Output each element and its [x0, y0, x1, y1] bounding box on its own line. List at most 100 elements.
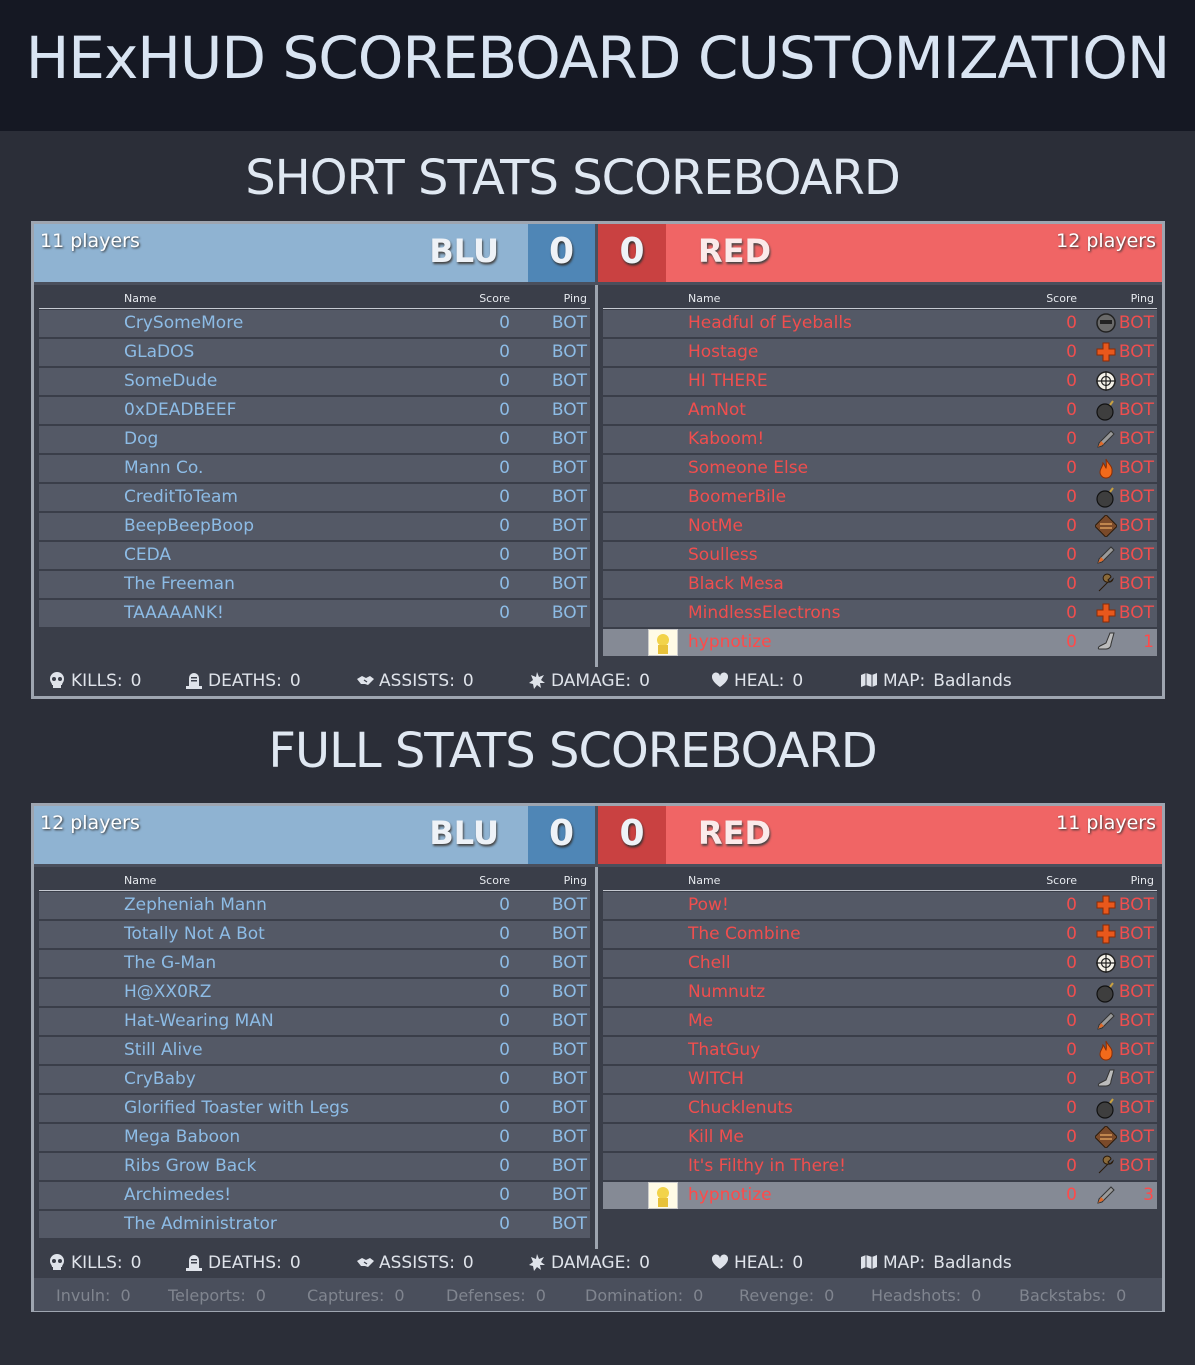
- player-row[interactable]: Still Alive 0 BOT: [39, 1037, 590, 1064]
- player-name: hypnotize: [688, 1185, 772, 1205]
- player-row[interactable]: Headful of Eyeballs 0 BOT: [603, 310, 1157, 337]
- player-ping: BOT: [1118, 895, 1154, 915]
- player-ping: BOT: [1118, 1040, 1154, 1060]
- player-score: 0: [1066, 371, 1077, 391]
- player-row[interactable]: Glorified Toaster with Legs 0 BOT: [39, 1095, 590, 1122]
- player-row[interactable]: The Combine 0 BOT: [603, 921, 1157, 948]
- player-row[interactable]: Kill Me 0 BOT: [603, 1124, 1157, 1151]
- player-row[interactable]: Chucklenuts 0 BOT: [603, 1095, 1157, 1122]
- player-ping: BOT: [551, 1127, 587, 1147]
- player-name: Hat-Wearing MAN: [124, 1011, 274, 1031]
- player-row[interactable]: 0xDEADBEEF 0 BOT: [39, 397, 590, 424]
- player-row[interactable]: Numnutz 0 BOT: [603, 979, 1157, 1006]
- player-row[interactable]: CryBaby 0 BOT: [39, 1066, 590, 1093]
- player-ping: BOT: [551, 1040, 587, 1060]
- player-row[interactable]: The Administrator 0 BOT: [39, 1211, 590, 1238]
- player-name: Numnutz: [688, 982, 766, 1002]
- player-row[interactable]: CEDA 0 BOT: [39, 542, 590, 569]
- local-player-row[interactable]: hypnotize 0 3: [603, 1182, 1157, 1209]
- player-row[interactable]: Kaboom! 0 BOT: [603, 426, 1157, 453]
- player-row[interactable]: Chell 0 BOT: [603, 950, 1157, 977]
- heart-icon: [711, 671, 734, 691]
- player-ping: BOT: [551, 1214, 587, 1234]
- player-score: 0: [499, 487, 510, 507]
- player-row[interactable]: ThatGuy 0 BOT: [603, 1037, 1157, 1064]
- player-row[interactable]: GLaDOS 0 BOT: [39, 339, 590, 366]
- player-name: CEDA: [124, 545, 172, 565]
- player-ping: BOT: [551, 1098, 587, 1118]
- player-row[interactable]: The G-Man 0 BOT: [39, 950, 590, 977]
- player-ping: BOT: [551, 1156, 587, 1176]
- heavy-ammo-icon: [1093, 513, 1119, 539]
- player-row[interactable]: MindlessElectrons 0 BOT: [603, 600, 1157, 627]
- player-row[interactable]: Me 0 BOT: [603, 1008, 1157, 1035]
- player-ping: BOT: [551, 603, 587, 623]
- name-header: Name: [688, 874, 721, 887]
- player-row[interactable]: The Freeman 0 BOT: [39, 571, 590, 598]
- medic-cross-icon: [1095, 602, 1117, 624]
- player-ping: BOT: [551, 371, 587, 391]
- player-row[interactable]: HI THERE 0 BOT: [603, 368, 1157, 395]
- blu-team-header: 11 players BLU 0: [34, 224, 595, 282]
- player-row[interactable]: Zepheniah Mann 0 BOT: [39, 892, 590, 919]
- explosion-icon: [528, 1253, 551, 1273]
- player-row[interactable]: Mega Baboon 0 BOT: [39, 1124, 590, 1151]
- player-ping: BOT: [551, 574, 587, 594]
- captures-stat: Captures: 0: [307, 1286, 405, 1305]
- player-score: 0: [499, 371, 510, 391]
- player-name: Hostage: [688, 342, 759, 362]
- player-name: Someone Else: [688, 458, 809, 478]
- deaths-stat: DEATHS: 0: [185, 671, 301, 691]
- player-score: 0: [1066, 545, 1077, 565]
- player-row[interactable]: CreditToTeam 0 BOT: [39, 484, 590, 511]
- teleports-stat: Teleports: 0: [168, 1286, 266, 1305]
- player-name: CrySomeMore: [124, 313, 244, 333]
- player-row[interactable]: Black Mesa 0 BOT: [603, 571, 1157, 598]
- player-row[interactable]: Pow! 0 BOT: [603, 892, 1157, 919]
- score-header: Score: [1046, 874, 1077, 887]
- sniper-crosshair-icon: [1095, 952, 1117, 974]
- sniper-crosshair-icon: [1095, 370, 1117, 392]
- ping-header: Ping: [563, 292, 587, 305]
- player-ping: BOT: [551, 895, 587, 915]
- player-row[interactable]: AmNot 0 BOT: [603, 397, 1157, 424]
- map-icon: [860, 1253, 883, 1273]
- player-row[interactable]: Dog 0 BOT: [39, 426, 590, 453]
- damage-stat: DAMAGE: 0: [528, 671, 650, 691]
- player-ping: BOT: [551, 400, 587, 420]
- demoman-bomb-icon: [1095, 399, 1117, 421]
- blu-team-header: 12 players BLU 0: [34, 806, 595, 864]
- player-name: The Administrator: [124, 1214, 277, 1234]
- pyro-flame-icon: [1095, 457, 1117, 479]
- player-score: 0: [499, 545, 510, 565]
- red-team-header: 0 RED 12 players: [598, 224, 1162, 282]
- player-row[interactable]: SomeDude 0 BOT: [39, 368, 590, 395]
- local-player-row[interactable]: hypnotize 0 1: [603, 629, 1157, 656]
- player-row[interactable]: Ribs Grow Back 0 BOT: [39, 1153, 590, 1180]
- player-row[interactable]: BeepBeepBoop 0 BOT: [39, 513, 590, 540]
- player-ping: BOT: [551, 545, 587, 565]
- player-row[interactable]: CrySomeMore 0 BOT: [39, 310, 590, 337]
- player-score: 0: [1066, 1185, 1077, 1205]
- soldier-rocket-icon: [1095, 544, 1117, 566]
- player-row[interactable]: Archimedes! 0 BOT: [39, 1182, 590, 1209]
- map-stat: MAP: Badlands: [860, 671, 1012, 691]
- player-row[interactable]: TAAAAANK! 0 BOT: [39, 600, 590, 627]
- player-row[interactable]: Totally Not A Bot 0 BOT: [39, 921, 590, 948]
- player-row[interactable]: Mann Co. 0 BOT: [39, 455, 590, 482]
- player-row[interactable]: Hat-Wearing MAN 0 BOT: [39, 1008, 590, 1035]
- player-score: 0: [499, 574, 510, 594]
- player-row[interactable]: Soulless 0 BOT: [603, 542, 1157, 569]
- engineer-wrench-icon: [1095, 573, 1117, 595]
- player-row[interactable]: H@XX0RZ 0 BOT: [39, 979, 590, 1006]
- player-row[interactable]: It's Filthy in There! 0 BOT: [603, 1153, 1157, 1180]
- player-row[interactable]: Hostage 0 BOT: [603, 339, 1157, 366]
- player-ping: BOT: [1118, 953, 1154, 973]
- player-row[interactable]: Someone Else 0 BOT: [603, 455, 1157, 482]
- player-name: BoomerBile: [688, 487, 787, 507]
- player-row[interactable]: WITCH 0 BOT: [603, 1066, 1157, 1093]
- score-header: Score: [1046, 292, 1077, 305]
- player-row[interactable]: BoomerBile 0 BOT: [603, 484, 1157, 511]
- player-row[interactable]: NotMe 0 BOT: [603, 513, 1157, 540]
- deaths-stat: DEATHS: 0: [185, 1253, 301, 1273]
